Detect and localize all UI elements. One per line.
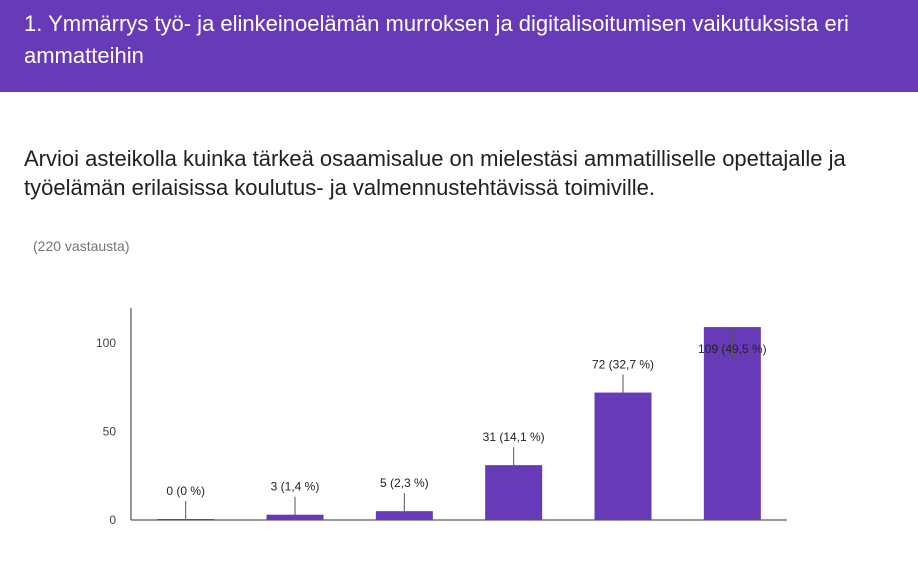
y-tick-label: 0 <box>109 513 116 527</box>
response-count: (220 vastausta) <box>33 238 130 254</box>
section-header: 1. Ymmärrys työ- ja elinkeinoelämän murr… <box>0 0 918 92</box>
data-label: 109 (49,5 %) <box>698 342 767 356</box>
data-label: 72 (32,7 %) <box>592 358 654 372</box>
data-label: 5 (2,3 %) <box>380 476 429 490</box>
bar <box>594 392 652 520</box>
bar-chart: 0 50 100 0 (0 %) 3 (1,4 %) 5 (2,3 %) 31 (14,1 … <box>96 308 787 527</box>
y-tick-label: 100 <box>96 336 116 350</box>
section-title: 1. Ymmärrys työ- ja elinkeinoelämän murr… <box>24 11 849 68</box>
data-label: 3 (1,4 %) <box>271 480 320 494</box>
bar <box>703 327 761 520</box>
bar <box>157 519 215 520</box>
question-text: Arvioi asteikolla kuinka tärkeä osaamisa… <box>24 146 846 200</box>
bar <box>485 465 543 520</box>
data-label: 0 (0 %) <box>166 484 205 498</box>
bar <box>375 511 433 520</box>
bar <box>266 514 324 520</box>
data-label: 31 (14,1 %) <box>483 430 545 444</box>
y-tick-label: 50 <box>103 425 117 439</box>
